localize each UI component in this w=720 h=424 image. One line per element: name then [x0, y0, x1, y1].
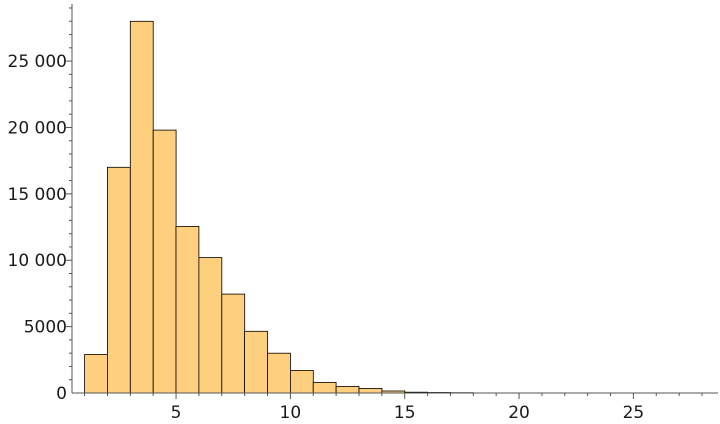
y-tick-label: 0 — [56, 384, 67, 404]
histogram-bar-7 — [244, 330, 268, 394]
x-tick-label: 25 — [623, 403, 645, 423]
histogram-bar-12 — [358, 387, 383, 394]
histogram-bar-4 — [175, 225, 200, 394]
histogram-bar-10 — [312, 381, 337, 394]
histogram-bar-9 — [289, 369, 314, 394]
axes-group: 5 10 15 20 25 0 5000 10 000 15 000 20 000 25 000 — [8, 4, 718, 423]
y-tick-label: 20 000 — [8, 118, 67, 138]
x-tick-label: 5 — [171, 403, 182, 423]
y-tick-label: 25 000 — [8, 52, 67, 72]
x-tick-label: 15 — [394, 403, 416, 423]
histogram-bar-8 — [267, 352, 291, 394]
x-tick-label: 20 — [508, 403, 530, 423]
x-tick-label: 10 — [280, 403, 302, 423]
bars-group — [84, 20, 474, 394]
histogram-bar-5 — [198, 257, 223, 394]
histogram-bar-0 — [84, 354, 108, 394]
y-tick-label: 15 000 — [8, 185, 67, 205]
histogram-bar-2 — [129, 20, 154, 394]
y-tick-label: 5000 — [24, 318, 67, 338]
histogram-bar-6 — [221, 293, 246, 394]
y-tick-label: 10 000 — [8, 251, 67, 271]
histogram-bar-1 — [107, 166, 131, 394]
histogram-bar-11 — [335, 385, 360, 394]
histogram-bar-3 — [152, 129, 177, 394]
